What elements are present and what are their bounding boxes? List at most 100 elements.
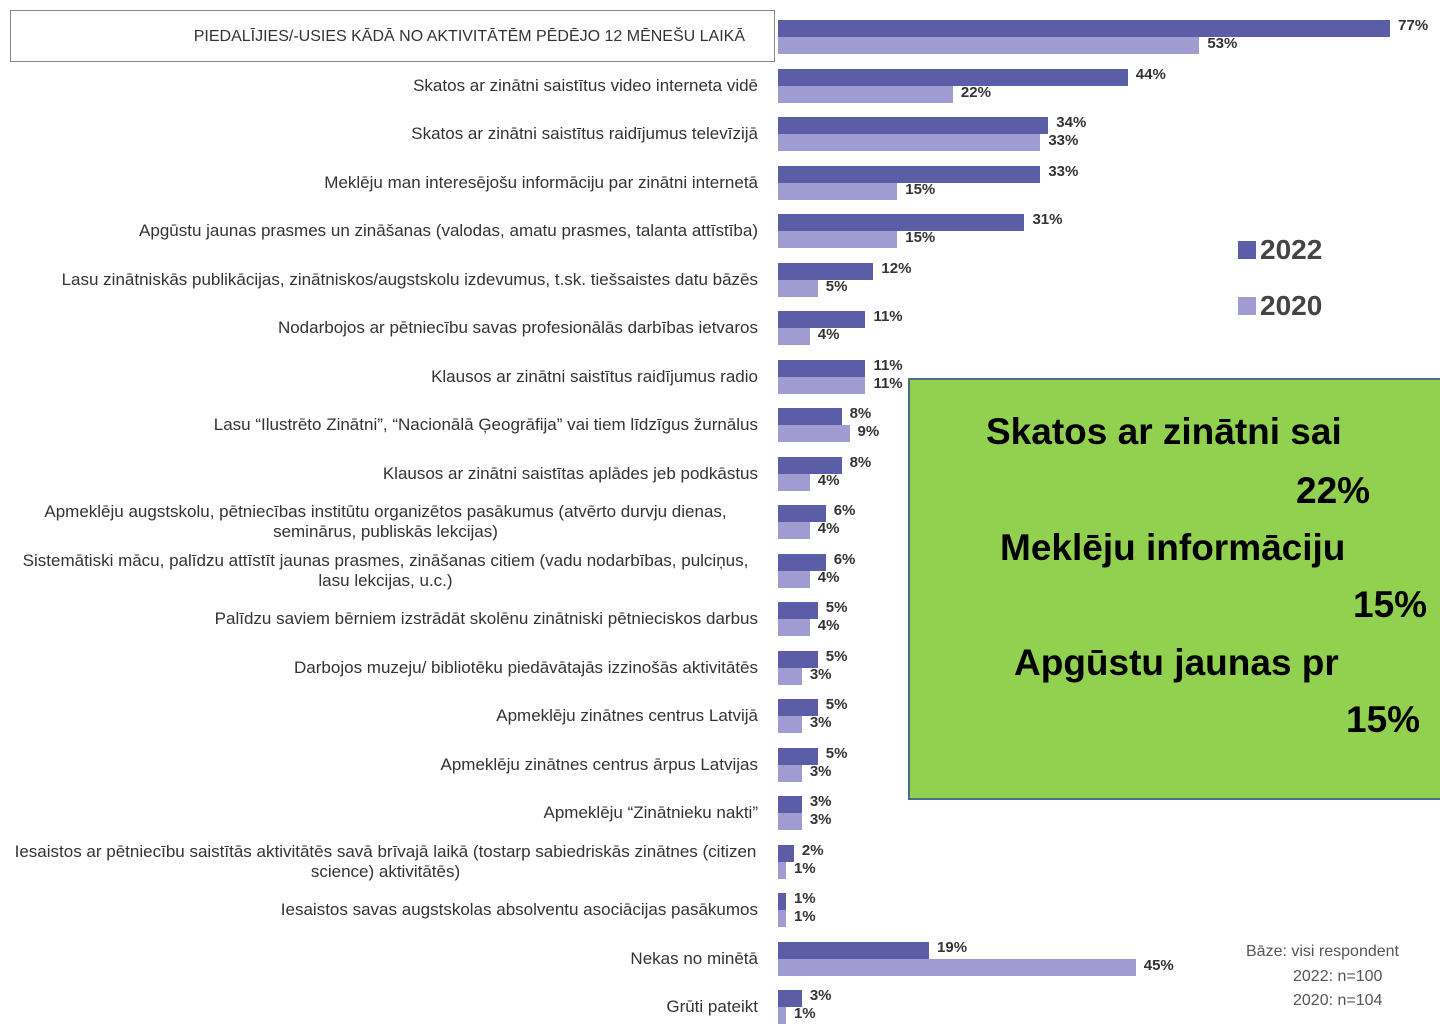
category-label: Nodarbojos ar pētniecību savas profesion…: [13, 307, 758, 349]
bar: [778, 570, 810, 588]
legend-swatch: [1238, 297, 1256, 315]
category-text: Apmeklēju augstskolu, pētniecības instit…: [44, 502, 727, 541]
category-text: Klausos ar zinātni saistītas aplādes jeb…: [382, 463, 758, 483]
bar: [778, 425, 850, 442]
category-text: Skatos ar zinātni saistītus video intern…: [413, 75, 758, 95]
category-text: Apmeklēju “Zinātnieku nakti”: [543, 803, 758, 822]
bar: [778, 796, 802, 813]
bar: [778, 553, 826, 571]
bar: [778, 861, 786, 879]
legend-item: 2020: [1238, 290, 1322, 322]
category-text: Klausos ar zinātni saistītus raidījumus …: [431, 366, 758, 386]
value-label: 3%: [809, 793, 832, 810]
category-text: PIEDALĪJIES/-USIES KĀDĀ NO AKTIVITĀTĒM P…: [193, 28, 745, 45]
category-label: Palīdzu saviem bērniem izstrādāt skolēnu…: [13, 598, 758, 640]
value-label: 34%: [1056, 114, 1087, 131]
value-label: 4%: [817, 617, 840, 634]
category-label: Klausos ar zinātni saistītus raidījumus …: [13, 356, 758, 398]
category-text: Sistemātiski mācu, palīdzu attīstīt jaun…: [22, 550, 749, 590]
callout-text: Meklēju informāciju: [1000, 527, 1346, 568]
value-label: 77%: [1398, 17, 1429, 34]
bar: [778, 699, 818, 716]
category-text: Iesaistos savas augstskolas absolventu a…: [280, 900, 758, 919]
value-label: 15%: [905, 180, 936, 198]
value-label: 6%: [833, 550, 856, 568]
category-label: Lasu “Ilustrēto Zinātni”, “Nacionālā Ģeo…: [13, 404, 758, 446]
bar: [778, 214, 1025, 231]
value-label: 4%: [817, 568, 840, 586]
bar: [778, 262, 874, 280]
bar: [778, 716, 802, 733]
bar: [778, 231, 898, 248]
legend-item: 2022: [1238, 234, 1322, 266]
value-label: 8%: [849, 453, 872, 471]
category-label: Apmeklēju zinātnes centrus Latvijā: [13, 695, 758, 737]
base-note: Bāze: visi respondent: [1246, 943, 1399, 960]
value-label: 1%: [793, 859, 816, 877]
category-text: Meklēju man interesējošu informāciju par…: [324, 172, 758, 192]
callout-box: [908, 378, 1440, 800]
value-label: 6%: [833, 502, 856, 519]
category-label: Nekas no minētā: [13, 938, 758, 980]
value-label: 8%: [849, 405, 872, 422]
bar: [778, 165, 1041, 183]
category-label: Skatos ar zinātni saistītus video intern…: [13, 65, 758, 107]
bar: [778, 667, 802, 685]
category-label: Apgūstu jaunas prasmes un zināšanas (val…: [13, 210, 758, 252]
callout-text: 22%: [1296, 470, 1371, 511]
category-text: Iesaistos ar pētniecību saistītās aktivi…: [14, 841, 757, 881]
category-label: Apmeklēju zinātnes centrus ārpus Latvija…: [13, 744, 759, 786]
bar: [778, 20, 1391, 37]
value-label: 12%: [881, 259, 912, 277]
category-text: Nodarbojos ar pētniecību savas profesion…: [277, 318, 758, 337]
value-label: 44%: [1135, 65, 1166, 83]
category-label: Lasu zinātniskās publikācijas, zinātnisk…: [13, 259, 758, 301]
value-label: 33%: [1048, 162, 1079, 180]
legend-label: 2022: [1260, 234, 1323, 265]
value-label: 3%: [809, 987, 832, 1004]
value-label: 11%: [873, 374, 903, 392]
category-label: Apmeklēju “Zinātnieku nakti”: [13, 792, 758, 834]
base-note: 2022: n=100: [1293, 968, 1383, 985]
header-box: [10, 10, 775, 62]
category-label: Apmeklēju augstskolu, pētniecības instit…: [13, 501, 758, 543]
bar: [778, 941, 930, 959]
bar: [778, 958, 1136, 976]
value-label: 5%: [825, 647, 848, 665]
bar: [778, 522, 810, 539]
value-label: 11%: [873, 356, 903, 374]
bar: [778, 813, 802, 830]
bar: [778, 910, 786, 927]
bar: [778, 328, 810, 345]
category-label: Iesaistos savas augstskolas absolventu a…: [13, 889, 758, 931]
callout-text: Apgūstu jaunas pr: [1014, 642, 1339, 683]
category-text: Darbojos muzeju/ bibliotēku piedāvātajās…: [294, 657, 758, 677]
value-label: 1%: [793, 908, 816, 925]
category-label: Grūti pateikt: [13, 986, 758, 1028]
value-label: 3%: [809, 665, 832, 683]
callout-text: 15%: [1346, 699, 1421, 740]
value-label: 9%: [857, 423, 880, 440]
category-label: PIEDALĪJIES/-USIES KĀDĀ NO AKTIVITĀTĒM P…: [0, 16, 745, 58]
bar: [778, 182, 898, 200]
value-label: 3%: [809, 762, 832, 780]
category-text: Apmeklēju zinātnes centrus Latvijā: [496, 706, 758, 725]
legend-label: 2020: [1260, 290, 1323, 321]
category-label: Klausos ar zinātni saistītas aplādes jeb…: [13, 453, 758, 495]
bar: [778, 134, 1041, 151]
category-label: Darbojos muzeju/ bibliotēku piedāvātajās…: [13, 647, 758, 689]
value-label: 1%: [793, 1005, 816, 1022]
value-label: 3%: [809, 811, 832, 828]
bar: [778, 505, 826, 522]
category-text: Apgūstu jaunas prasmes un zināšanas (val…: [139, 221, 758, 240]
bar: [778, 37, 1200, 54]
bar: [778, 619, 810, 636]
category-label: Meklēju man interesējošu informāciju par…: [13, 162, 758, 204]
category-text: Nekas no minētā: [630, 948, 758, 968]
value-label: 5%: [825, 599, 848, 616]
value-label: 5%: [825, 696, 848, 713]
value-label: 5%: [825, 277, 848, 295]
bar: [778, 279, 818, 297]
category-text: Grūti pateikt: [666, 997, 758, 1016]
